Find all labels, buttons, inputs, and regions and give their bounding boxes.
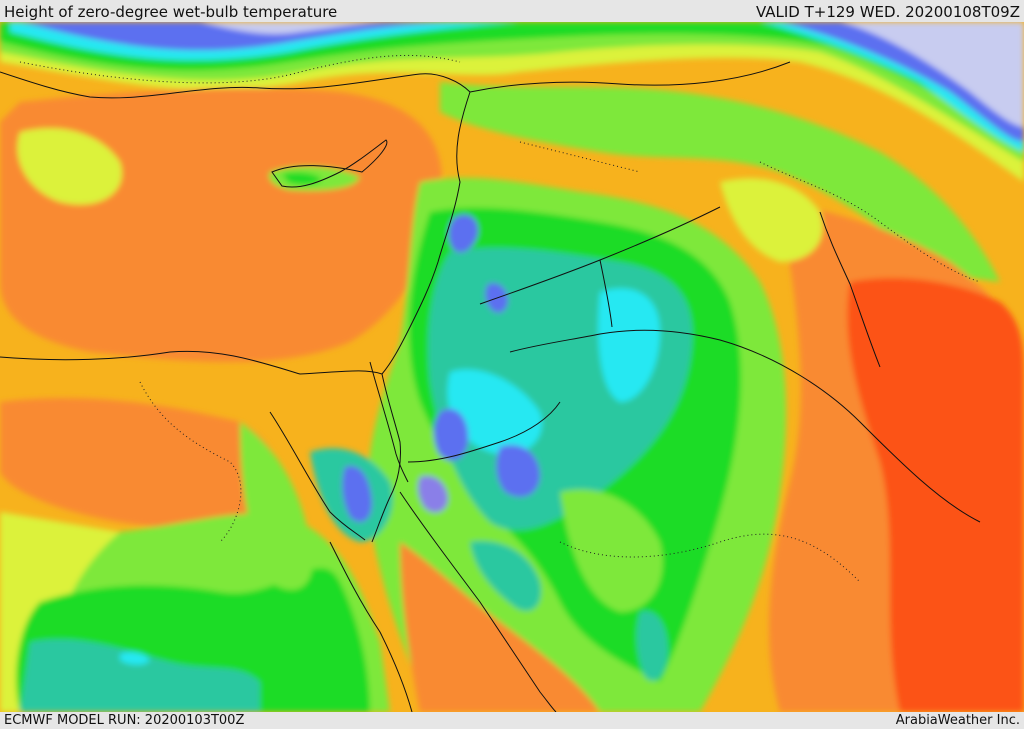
field-north-snow [200,22,1024,127]
footer-bar: ECMWF MODEL RUN: 20200103T00Z ArabiaWeat… [0,712,1024,729]
border-egypt-israel [369,361,409,483]
coastline-sinai-west [269,411,366,541]
field-med-orange [0,87,442,363]
map-title: Height of zero-degree wet-bulb temperatu… [4,3,338,21]
field-iraq-yellow [720,178,823,262]
coastline-cyprus [271,139,388,188]
border-syria-iraq [469,61,791,93]
coastline-turkey [0,71,471,99]
header-bar: Height of zero-degree wet-bulb temperatu… [0,0,1024,22]
coastline-sinai-east [371,373,401,543]
map-canvas [0,22,1024,712]
field-cyprus-green [282,172,322,185]
field-levant-cyan [598,288,660,402]
field-med-west-yellow [17,128,122,205]
field-anatolia-lime [440,82,1000,282]
field-lebanon-blue [448,214,479,253]
coastline-redsea-west [329,541,413,712]
field-jordan-blue [433,408,469,461]
dotted-saudi [559,533,861,583]
coastline-levant [381,91,471,375]
border-iraq-saudi [599,259,613,328]
coastline-egypt [0,350,383,375]
field-hejaz-teal [636,611,668,681]
dotted-egypt [139,381,242,543]
field-saudi-purple [417,475,448,513]
field-jordan-cyan [447,369,542,455]
dotted-turkey [19,54,461,84]
field-nile-lime [240,422,313,590]
border-jordan-south [407,401,561,463]
field-sahara-cyan [120,652,150,665]
field-north-cyan [10,22,1024,152]
border-jordan-saudi [509,329,981,523]
field-redsea-teal [470,541,541,611]
coastline-redsea-east [399,491,557,712]
weather-map [0,22,1024,712]
field-gulf-red [847,278,1024,712]
coastline-gulf [819,211,881,368]
map-internal-borders [19,54,981,583]
field-redsea-orange [400,542,600,712]
field-saudi-blue [496,445,540,497]
model-run: ECMWF MODEL RUN: 20200103T00Z [4,713,245,728]
credit: ArabiaWeather Inc. [895,713,1020,728]
field-sinai-blue [342,466,372,522]
field-sw-lime [560,489,663,612]
field-egypt-orange [0,398,280,529]
map-borders [0,61,981,712]
field-sahara-teal [20,639,260,712]
valid-time: VALID T+129 WED. 20200108T09Z [755,3,1020,21]
